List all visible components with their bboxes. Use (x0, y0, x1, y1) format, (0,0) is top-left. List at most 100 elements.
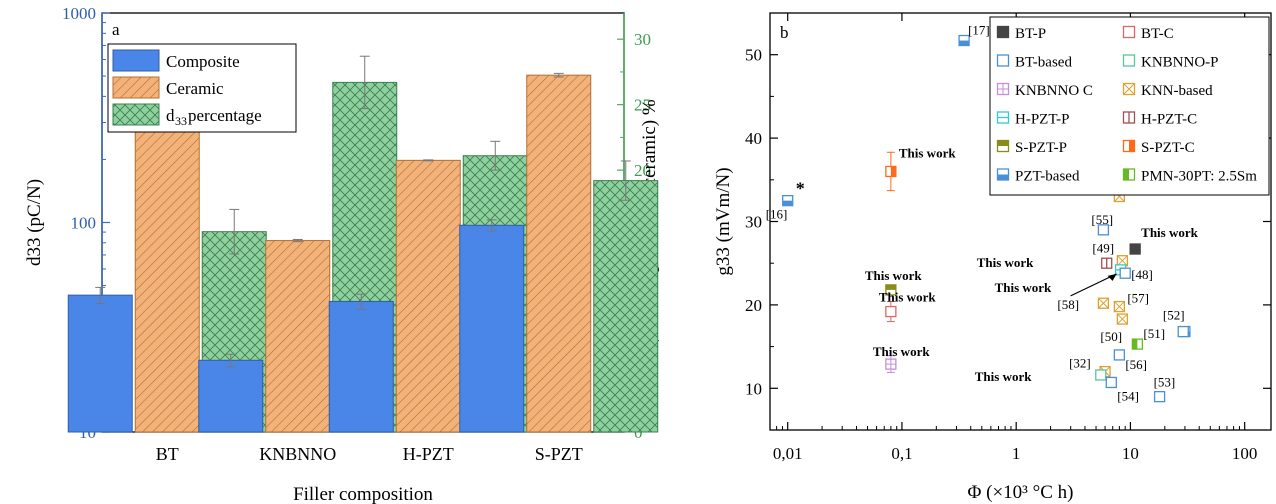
bar-ceramic (395, 159, 461, 433)
point-label: This work (873, 344, 930, 359)
scatter-point (885, 165, 897, 178)
point-label: [55] (1091, 212, 1113, 227)
scatter-point (885, 358, 897, 370)
scatter-point (1095, 369, 1107, 381)
point-label: [32] (1069, 356, 1091, 371)
scatter-point (1177, 325, 1189, 338)
chart-panel-b: b 0,01 0,1 1 10 100 10 20 30 40 50 g33 (mVm/N) Φ (×1… (713, 12, 1272, 503)
legend-label: BT-based (1015, 55, 1072, 71)
legend-label: S-PZT-C (1141, 140, 1195, 156)
point-label: This work (865, 268, 922, 283)
legend-label: PZT-based (1015, 169, 1080, 185)
y-tick-label: 10 (745, 379, 762, 398)
legend-label: S-PZT-P (1015, 140, 1067, 156)
scatter-point (1116, 255, 1129, 267)
legend-d33-pre: d (166, 106, 175, 125)
y-left-tick-label: 1000 (62, 4, 96, 23)
y-axis-title: g33 (mVm/N) (713, 167, 734, 275)
legend-marker (1122, 25, 1136, 39)
y-right-tick-label: 25 (634, 96, 651, 115)
y-tick-label: 30 (745, 213, 762, 232)
point-label: [56] (1125, 357, 1147, 372)
x-axis-title: Φ (×10³ °C h) (968, 482, 1074, 503)
point-label: [53] (1154, 375, 1176, 390)
legend-label: PMN-30PT: 2.5Sm (1141, 169, 1257, 185)
x-axis-title: Filler composition (293, 484, 433, 504)
point-label: [16] (766, 207, 788, 222)
annotation-arrowhead (1107, 273, 1117, 281)
x-tick-label: 0,01 (773, 444, 803, 463)
x-tick-label: H-PZT (403, 444, 454, 464)
x-tick-label: 1 (1012, 444, 1021, 463)
y-tick-label: 20 (745, 296, 762, 315)
y-tick-label: 40 (745, 129, 762, 148)
legend-box (989, 16, 1270, 196)
bar-composite (198, 359, 264, 433)
scatter-point (1129, 243, 1141, 255)
legend-marker (1122, 82, 1136, 96)
point-label: This work (1141, 225, 1198, 240)
scatter-point (1153, 390, 1166, 403)
scatter-point (1116, 313, 1129, 325)
x-tick-label: BT (156, 444, 179, 464)
legend-label: H-PZT-P (1015, 112, 1069, 128)
scatter-point (1097, 297, 1110, 309)
legend-marker (996, 54, 1010, 67)
legend-marker (996, 82, 1010, 96)
point-label: This work (879, 290, 936, 305)
point-label: [50] (1100, 329, 1122, 344)
bar-composite (67, 294, 133, 433)
point-label: This work (995, 280, 1052, 295)
scatter-point (1119, 267, 1131, 279)
legend-composite: Composite (166, 52, 240, 71)
x-tick-label: 10 (1122, 444, 1139, 463)
annotation-arrow (1070, 273, 1117, 297)
legend-label: BT-P (1015, 26, 1046, 42)
point-label: [51] (1143, 326, 1165, 341)
legend-swatch (112, 103, 160, 126)
scatter-point (1101, 257, 1113, 269)
scatter-point (1113, 300, 1126, 313)
scatter-point (885, 305, 897, 318)
point-label: This work (977, 255, 1034, 270)
scatter-point (958, 34, 970, 47)
bar-composite (328, 300, 394, 433)
point-label: This work (975, 369, 1032, 384)
y-left-tick-label: 100 (71, 214, 97, 233)
scatter-point (782, 194, 794, 207)
y-tick-label: 50 (745, 46, 762, 65)
legend-b: BT-P BT-C BT-based KNBNNO-P KNBNNO C KNN-base… (989, 16, 1270, 196)
legend-swatch (112, 76, 160, 99)
legend-label: H-PZT-C (1141, 112, 1197, 128)
scatter-point (1097, 224, 1110, 236)
x-tick-label: 100 (1232, 444, 1258, 463)
point-label: [54] (1117, 388, 1139, 403)
y-right-tick-label: 20 (634, 161, 651, 180)
legend-marker (996, 111, 1010, 124)
point-label: [58] (1057, 297, 1079, 312)
legend-swatch (112, 49, 160, 72)
legend-label: KNBNNO-P (1141, 55, 1219, 71)
legend-marker (1122, 139, 1136, 153)
point-label: [17] (968, 23, 990, 38)
legend-label: KNN-based (1141, 83, 1213, 99)
scatter-point (885, 284, 897, 296)
legend-ceramic: Ceramic (166, 79, 224, 98)
chart-panel-a: 101001000051015202530d33 (pC/N)(d33-comp… (24, 4, 660, 504)
legend-marker (1122, 111, 1136, 124)
bar-d33-percentage (593, 180, 659, 433)
legend-d33-sub: 33 (175, 114, 187, 128)
legend-marker (996, 168, 1010, 181)
scatter-point (1113, 349, 1126, 361)
point-label: [48] (1131, 267, 1153, 282)
legend-marker (996, 139, 1010, 153)
asterisk-annotation: * (796, 179, 805, 199)
x-tick-label: S-PZT (535, 444, 583, 464)
point-label: [57] (1127, 291, 1149, 306)
bar-ceramic (265, 240, 331, 433)
panel-label-a: a (112, 20, 120, 39)
y-right-tick-label: 0 (634, 423, 643, 442)
y-axis-left-title: d33 (pC/N) (24, 179, 45, 266)
point-label: [52] (1163, 308, 1185, 323)
point-label: [49] (1092, 241, 1114, 256)
